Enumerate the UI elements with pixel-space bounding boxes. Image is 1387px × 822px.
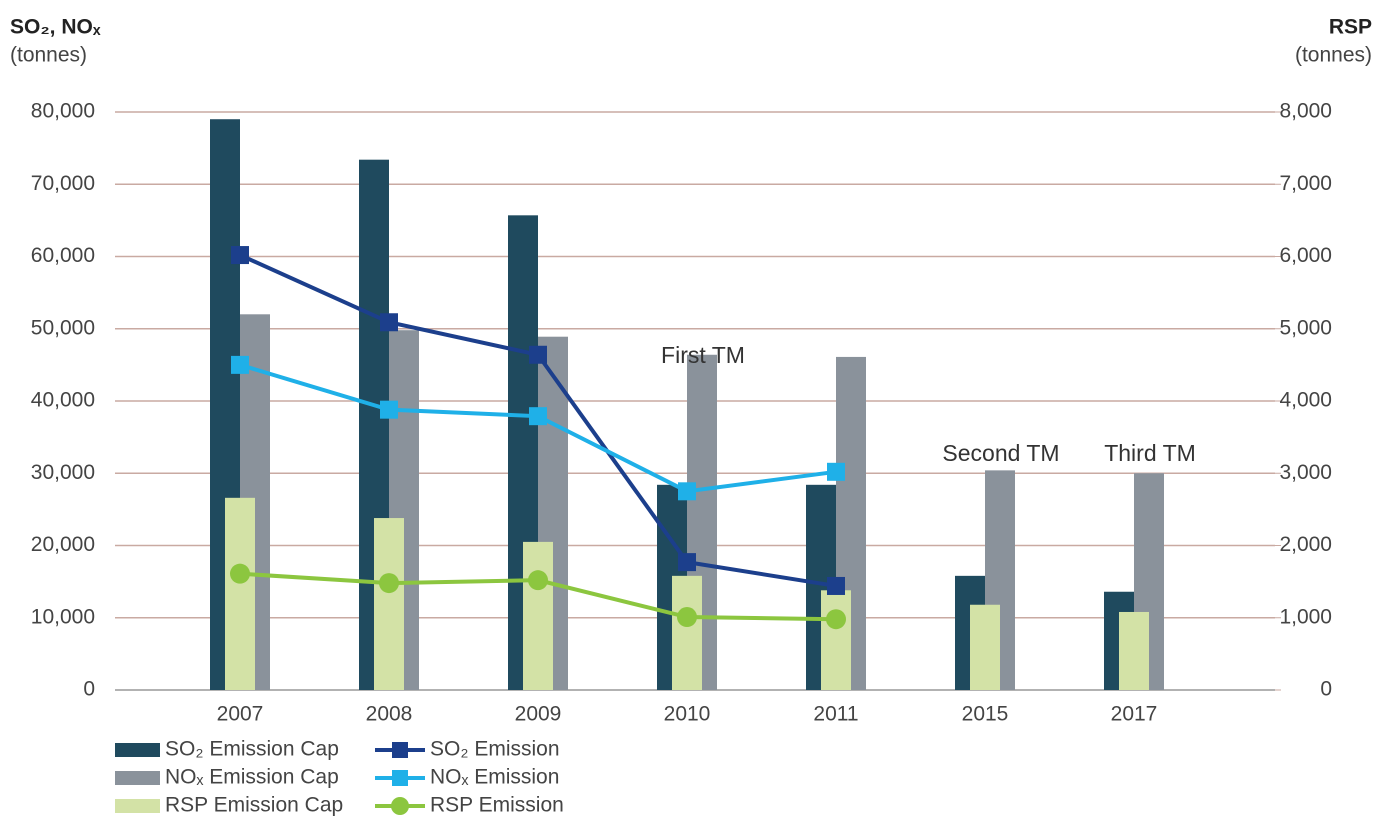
x-tick-label: 2008 (366, 703, 413, 726)
legend-label: RSP Emission Cap (165, 794, 343, 817)
annotation: Second TM (942, 440, 1059, 466)
y2-tick-label: 2,000 (1279, 533, 1332, 556)
y2-tick-label: 4,000 (1279, 389, 1332, 412)
marker (231, 355, 249, 374)
legend-swatch (115, 771, 160, 785)
bar (225, 497, 255, 690)
y2-tick-label: 6,000 (1279, 244, 1332, 267)
y2-tick-label: 5,000 (1279, 316, 1332, 339)
y-tick-label: 10,000 (31, 605, 95, 628)
legend-label: SO₂ Emission Cap (165, 738, 339, 761)
marker (529, 345, 547, 364)
legend-label: SO₂ Emission (430, 738, 560, 761)
x-tick-label: 2007 (217, 703, 264, 726)
x-tick-label: 2017 (1111, 703, 1158, 726)
bar (821, 590, 851, 690)
y-tick-label: 70,000 (31, 172, 95, 195)
x-tick-label: 2009 (515, 703, 562, 726)
marker (677, 607, 697, 628)
bar (970, 604, 1000, 690)
y2-axis-title: RSP (1329, 16, 1372, 39)
marker (380, 400, 398, 419)
bar (523, 541, 553, 690)
legend-label: NOₓ Emission Cap (165, 766, 339, 789)
marker (529, 407, 547, 426)
legend-swatch (115, 799, 160, 813)
annotation: First TM (661, 342, 745, 368)
legend-swatch (392, 770, 408, 786)
bar (374, 518, 404, 690)
marker (827, 576, 845, 595)
marker (826, 609, 846, 630)
annotation: Third TM (1104, 440, 1196, 466)
y2-tick-label: 8,000 (1279, 100, 1332, 123)
marker (231, 246, 249, 265)
x-tick-label: 2015 (962, 703, 1009, 726)
bar (672, 575, 702, 690)
legend-label: NOₓ Emission (430, 766, 559, 789)
y-tick-label: 20,000 (31, 533, 95, 556)
y-tick-label: 80,000 (31, 100, 95, 123)
y-tick-label: 50,000 (31, 316, 95, 339)
y2-tick-label: 0 (1320, 678, 1332, 701)
y2-tick-label: 7,000 (1279, 172, 1332, 195)
bar (1119, 611, 1149, 690)
x-tick-label: 2010 (664, 703, 711, 726)
x-tick-label: 2011 (813, 703, 858, 726)
marker (827, 462, 845, 481)
y-tick-label: 30,000 (31, 461, 95, 484)
y-tick-label: 60,000 (31, 244, 95, 267)
marker (379, 573, 399, 594)
marker (678, 553, 696, 572)
y2-tick-label: 1,000 (1279, 605, 1332, 628)
legend-swatch (391, 797, 409, 815)
marker (528, 570, 548, 591)
y2-tick-label: 3,000 (1279, 461, 1332, 484)
y-tick-label: 0 (83, 678, 95, 701)
y2-axis-unit: (tonnes) (1295, 44, 1372, 67)
marker (678, 482, 696, 501)
y-axis-unit: (tonnes) (10, 44, 87, 67)
marker (230, 563, 250, 584)
marker (380, 313, 398, 332)
legend-swatch (392, 742, 408, 758)
y-tick-label: 40,000 (31, 389, 95, 412)
legend-swatch (115, 743, 160, 757)
legend-label: RSP Emission (430, 794, 564, 817)
y-axis-title: SO₂, NOₓ (10, 16, 101, 39)
